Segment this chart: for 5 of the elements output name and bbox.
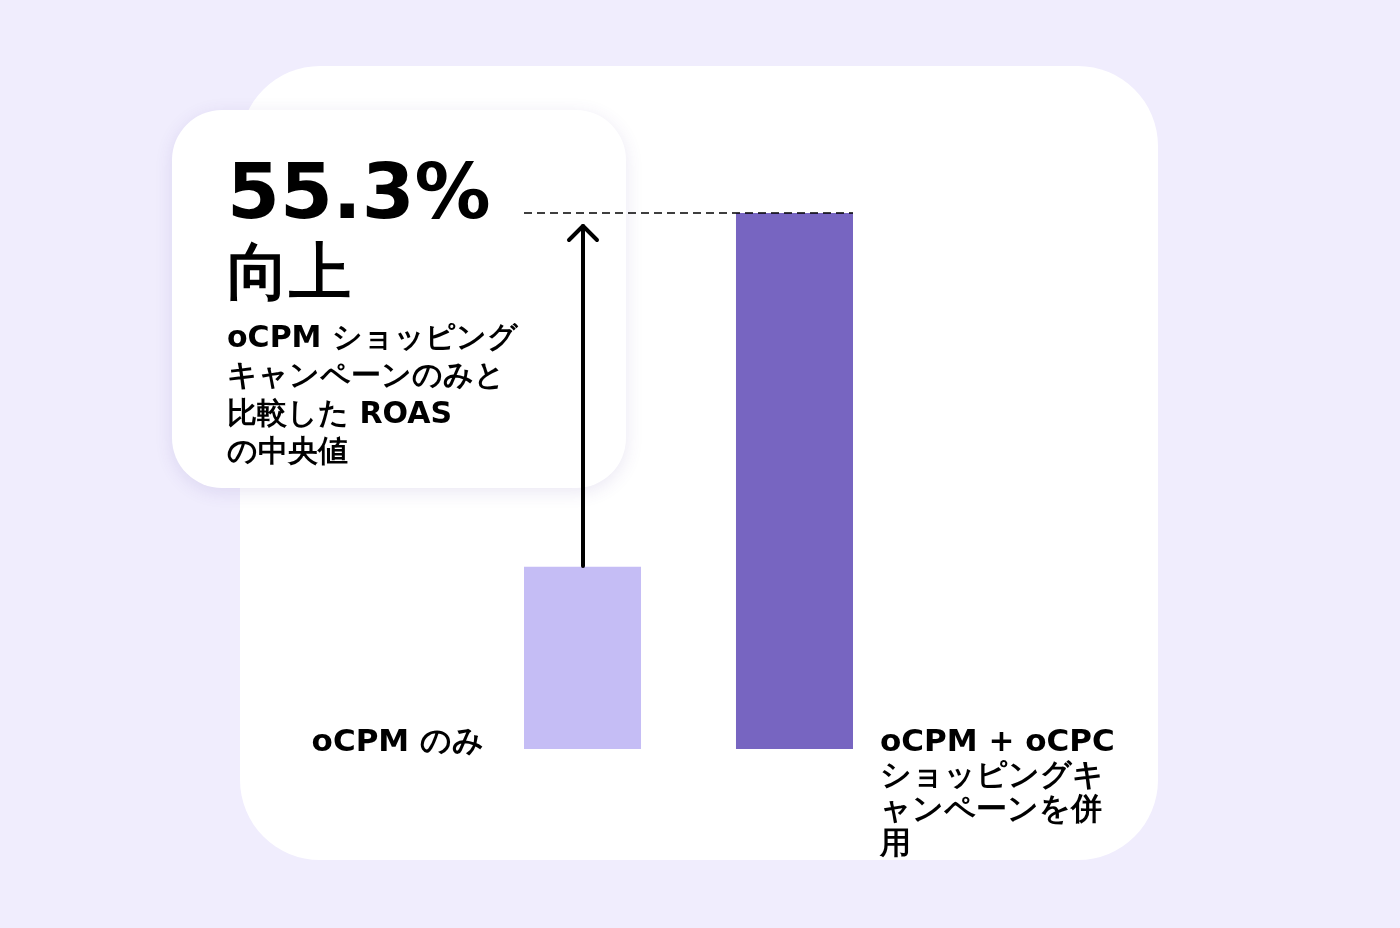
annotation: oCPM ショッピングキャンペーンのみと比較した ROAS の中央値 — [227, 319, 519, 468]
x-tick-label: oCPM のみ — [311, 722, 484, 758]
annotation: 向上 — [227, 235, 351, 308]
annotation: 55.3% — [227, 147, 491, 236]
x-tick-label: oCPM + oCPC ショッピングキャンペーンを併用 — [879, 722, 1115, 860]
